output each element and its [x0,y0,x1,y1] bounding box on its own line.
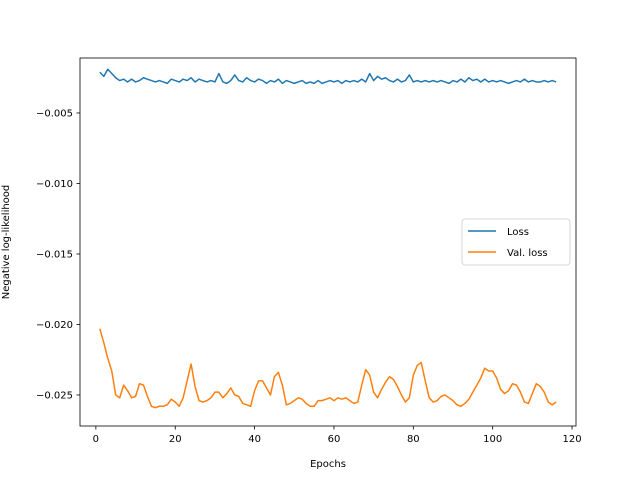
x-axis: 0 20 40 60 80 100 120 [93,426,582,445]
x-tick-label: 20 [169,434,182,445]
y-tick-label: −0.005 [36,108,73,119]
x-tick-label: 80 [407,434,420,445]
series-line-loss [99,68,557,85]
y-tick-label: −0.020 [36,320,73,331]
series-line-val-loss [99,328,557,409]
x-axis-label: Epochs [310,459,346,470]
y-tick-label: −0.025 [36,390,73,401]
y-tick-label: −0.010 [36,179,73,190]
x-tick-label: 100 [483,434,502,445]
x-tick-label: 0 [93,434,99,445]
y-axis: −0.005 −0.010 −0.015 −0.020 −0.025 [36,108,80,401]
series-layer [99,68,557,409]
legend: Loss Val. loss [461,218,571,266]
plot-frame [79,57,577,427]
legend-label-val-loss: Val. loss [507,248,548,259]
x-tick-label: 60 [328,434,341,445]
legend-label-loss: Loss [507,227,529,238]
x-tick-label: 40 [248,434,261,445]
x-tick-label: 120 [562,434,581,445]
y-axis-label: Negative log-likelihood [1,185,12,300]
y-tick-label: −0.015 [36,249,73,260]
